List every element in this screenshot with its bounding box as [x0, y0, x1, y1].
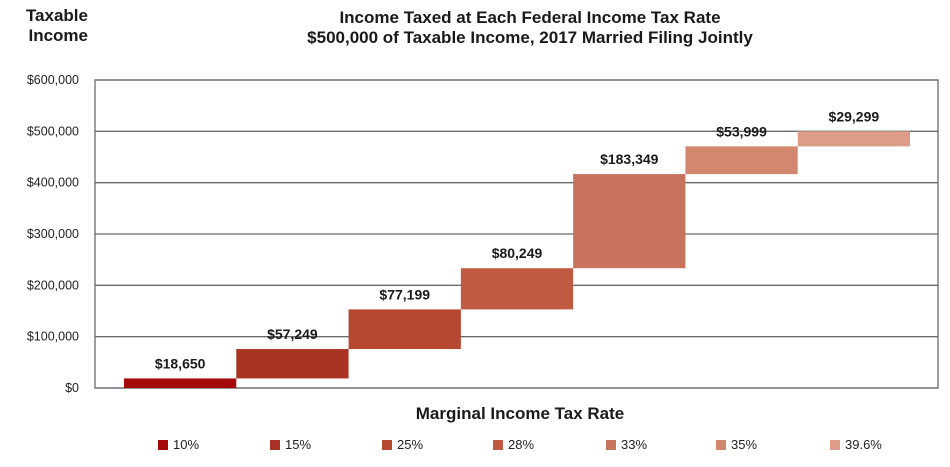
legend-swatch [606, 439, 616, 450]
legend-label: 15% [285, 437, 312, 452]
data-label: $77,199 [379, 286, 430, 302]
legend-item: 33% [606, 437, 647, 452]
chart-subtitle: $500,000 of Taxable Income, 2017 Married… [307, 28, 753, 47]
legend-item: 39.6% [830, 437, 882, 452]
legend-label: 10% [173, 437, 200, 452]
legend-swatch [270, 439, 280, 450]
chart-title-block: Income Taxed at Each Federal Income Tax … [180, 8, 880, 48]
y-tick-label: $500,000 [27, 124, 79, 138]
legend-label: 25% [397, 437, 424, 452]
data-label: $80,249 [492, 245, 543, 261]
bar-33pct [573, 174, 686, 269]
x-axis-title: Marginal Income Tax Rate [415, 404, 625, 423]
legend-label: 35% [731, 437, 758, 452]
bar-28pct [460, 268, 574, 310]
plot-frame [94, 79, 939, 389]
y-tick-label: $0 [65, 381, 79, 395]
data-label: $18,650 [155, 355, 206, 371]
y-tick-label: $600,000 [27, 73, 79, 87]
y-axis-title: Taxable Income [8, 6, 88, 46]
y-tick-label: $100,000 [27, 330, 79, 344]
bar-39-6pct [797, 131, 910, 147]
legend-swatch [716, 439, 726, 450]
y-axis-title-line2: Income [28, 26, 88, 45]
y-axis-title-line1: Taxable [25, 6, 88, 25]
bar-25pct [348, 309, 461, 350]
bar-10pct [124, 378, 237, 388]
legend-label: 39.6% [845, 437, 882, 452]
legend-swatch [493, 439, 503, 450]
legend-label: 28% [508, 437, 535, 452]
data-label: $29,299 [829, 108, 880, 124]
data-label: $183,349 [600, 151, 659, 167]
legend-swatch [158, 439, 168, 450]
data-label: $53,999 [716, 123, 767, 139]
chart-title: Income Taxed at Each Federal Income Tax … [339, 8, 721, 27]
legend-item: 28% [493, 437, 534, 452]
legend-swatch [830, 439, 840, 450]
bar-35pct [685, 146, 798, 175]
legend-item: 10% [158, 437, 199, 452]
y-tick-label: $300,000 [27, 227, 79, 241]
bar-15pct [236, 349, 349, 379]
legend-label: 33% [621, 437, 648, 452]
legend-swatch [382, 439, 392, 450]
legend-item: 35% [716, 437, 757, 452]
legend-item: 15% [270, 437, 311, 452]
y-tick-label: $200,000 [27, 278, 79, 292]
legend: 10% 15% 25% 28% 33% 35% 39.6% [150, 437, 910, 455]
data-label: $57,249 [267, 326, 318, 342]
y-tick-label: $400,000 [27, 176, 79, 190]
legend-item: 25% [382, 437, 423, 452]
